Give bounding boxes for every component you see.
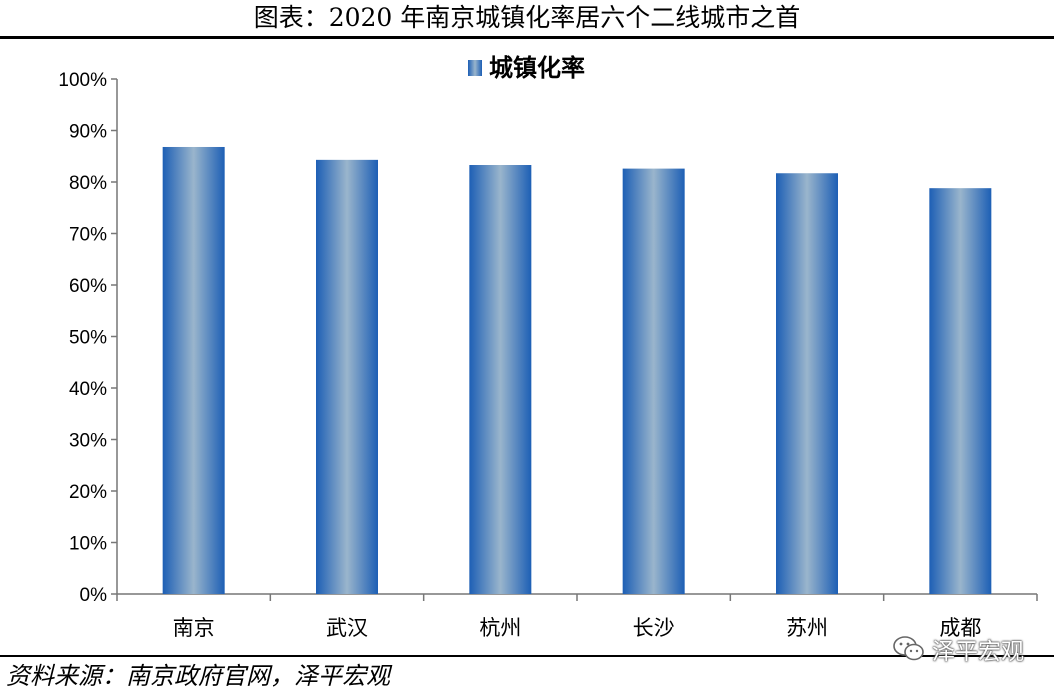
bar xyxy=(929,188,992,594)
source-note: 资料来源：南京政府官网，泽平宏观 xyxy=(6,662,390,690)
bar xyxy=(316,159,378,594)
y-tick-label: 20% xyxy=(69,482,107,503)
y-tick-label: 10% xyxy=(69,534,107,555)
watermark: 泽平宏观 xyxy=(892,632,1024,666)
bar xyxy=(776,173,838,594)
chart-legend: 城镇化率 xyxy=(468,54,585,82)
page-title: 图表：2020 年南京城镇化率居六个二线城市之首 xyxy=(253,3,801,32)
y-tick-label: 30% xyxy=(69,431,107,452)
legend-label: 城镇化率 xyxy=(489,54,585,82)
y-tick-label: 0% xyxy=(80,585,108,606)
bar xyxy=(622,168,685,595)
x-tick-label: 武汉 xyxy=(326,616,368,640)
x-tick-label: 长沙 xyxy=(633,616,675,640)
y-axis: 0% 10% 20% 30% 40% 50% 60% 70% 80% 90% 100% xyxy=(58,70,118,606)
title-rule xyxy=(0,36,1054,39)
y-tick-label: 50% xyxy=(69,328,107,349)
watermark-text: 泽平宏观 xyxy=(932,639,1024,665)
x-tick-label: 成都 xyxy=(939,616,981,640)
y-tick-label: 60% xyxy=(69,276,107,297)
y-tick-label: 40% xyxy=(69,379,107,400)
bar-series xyxy=(162,146,992,595)
x-tick-label: 苏州 xyxy=(786,616,828,640)
y-tick-label: 90% xyxy=(69,122,107,143)
legend-swatch xyxy=(468,60,482,76)
x-tick-label: 南京 xyxy=(173,616,215,640)
bar-chart: 城镇化率 0% 10% 20% 30% 40% 50% 60% 70% 80% 90% 100% 南… xyxy=(58,54,1038,640)
bar xyxy=(469,165,532,594)
y-tick-label: 100% xyxy=(58,70,107,91)
footer-rule xyxy=(0,655,1054,657)
bar xyxy=(162,146,225,594)
x-tick-label: 杭州 xyxy=(479,616,521,640)
x-axis: 南京 武汉 杭州 长沙 苏州 成都 xyxy=(116,593,1038,640)
wechat-icon xyxy=(893,636,924,661)
y-tick-label: 80% xyxy=(69,173,107,194)
y-tick-label: 70% xyxy=(69,225,107,246)
